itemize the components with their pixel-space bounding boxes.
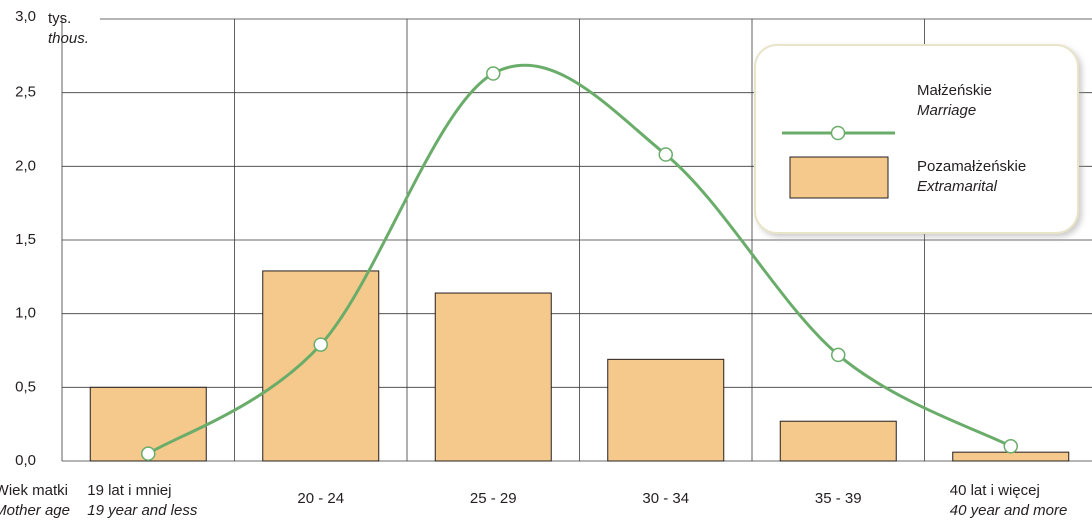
y-tick-label: 1,0 xyxy=(15,305,36,322)
x-tick-label-en: 19 year and less xyxy=(87,502,198,519)
y-unit-en: thous. xyxy=(48,30,89,47)
x-tick-label: 30 - 34 xyxy=(642,490,689,507)
line-point xyxy=(142,447,155,460)
bar xyxy=(780,421,896,461)
x-tick-label: 40 lat i więcej xyxy=(950,482,1040,499)
line-point xyxy=(659,148,672,161)
y-tick-label: 3,0 xyxy=(15,8,36,25)
legend-marker xyxy=(832,127,845,140)
x-tick-label: 19 lat i mniej xyxy=(87,482,171,499)
legend-box xyxy=(755,45,1078,233)
y-tick-label: 2,5 xyxy=(15,84,36,101)
line-point xyxy=(832,348,845,361)
x-tick-label: 35 - 39 xyxy=(815,490,862,507)
line-point xyxy=(314,338,327,351)
bar xyxy=(608,359,724,461)
x-tick-label-en: 40 year and more xyxy=(950,502,1068,519)
bar xyxy=(435,293,551,461)
y-unit: tys. xyxy=(48,10,71,27)
x-tick-label: 25 - 29 xyxy=(470,490,517,507)
x-tick-label: 20 - 24 xyxy=(297,490,344,507)
bar xyxy=(263,271,379,461)
line-point xyxy=(487,67,500,80)
legend-swatch xyxy=(790,157,888,198)
chart: 0,0 0,5 1,0 1,5 2,0 2,5 3,0 19 lat i mniej 19 ye… xyxy=(0,0,1092,520)
line-point xyxy=(1004,440,1017,453)
y-tick-label: 2,0 xyxy=(15,157,36,174)
legend-label: Pozamałżeńskie xyxy=(917,158,1026,175)
x-label: Wiek matki xyxy=(0,482,68,499)
y-tick-label: 0,0 xyxy=(15,452,36,469)
legend-label-en: Marriage xyxy=(917,102,976,119)
x-label-en: Mother age xyxy=(0,502,70,519)
y-tick-label: 0,5 xyxy=(15,378,36,395)
legend-label-en: Extramarital xyxy=(917,178,998,195)
legend-label: Małżeńskie xyxy=(917,82,992,99)
y-tick-label: 1,5 xyxy=(15,231,36,248)
